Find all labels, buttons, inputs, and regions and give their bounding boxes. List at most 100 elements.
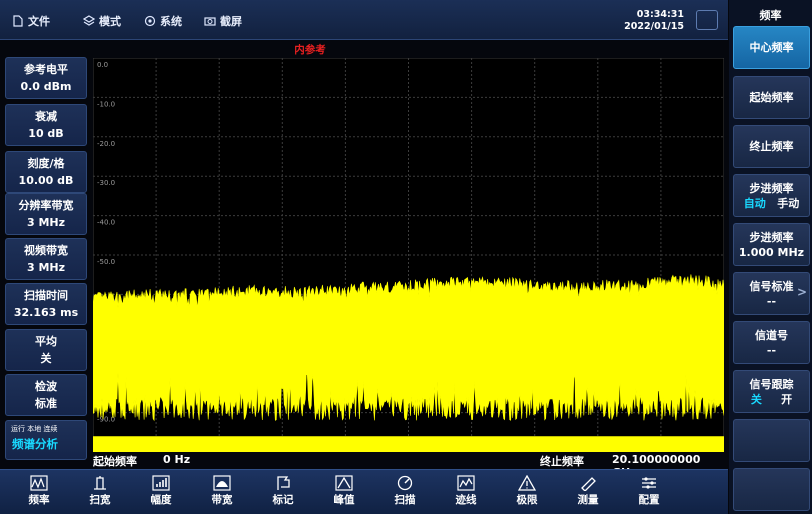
signal-tracking-button[interactable]: 信号跟踪 关 开 xyxy=(733,370,810,413)
bandwidth-icon xyxy=(213,475,231,491)
span-icon xyxy=(94,476,106,490)
menu-screenshot[interactable]: 截屏 xyxy=(204,13,242,29)
amplitude-icon xyxy=(152,475,170,491)
param-average[interactable]: 平均 关 xyxy=(5,329,87,371)
y-tick-label: -90.0 xyxy=(97,416,115,424)
softkey-label: 中心频率 xyxy=(749,41,794,54)
param-label: 刻度/格 xyxy=(27,157,65,170)
stop-frequency-button[interactable]: 终止频率 xyxy=(733,125,810,168)
param-scale-div[interactable]: 刻度/格 10.00 dB xyxy=(5,151,87,193)
spectrum-trace xyxy=(93,274,724,422)
tracking-off-option: 关 xyxy=(750,393,762,406)
func-span[interactable]: 扫宽 xyxy=(75,475,125,507)
func-sweep[interactable]: 扫描 xyxy=(380,475,430,507)
param-detector[interactable]: 检波 标准 xyxy=(5,374,87,416)
param-value: 32.163 ms xyxy=(13,306,79,319)
softkey-label: 起始频率 xyxy=(749,91,794,104)
limit-icon xyxy=(518,475,536,491)
param-sweep-time[interactable]: 扫描时间 32.163 ms xyxy=(5,283,87,325)
func-label: 扫描 xyxy=(394,494,416,506)
func-trace[interactable]: 迹线 xyxy=(441,475,491,507)
param-label: 平均 xyxy=(35,335,57,348)
channel-number-value: -- xyxy=(766,344,777,357)
window-icon[interactable] xyxy=(696,10,718,30)
softkey-label: 步进频率 xyxy=(749,231,794,244)
param-value: 标准 xyxy=(35,397,57,410)
step-manual-option: 手动 xyxy=(777,197,800,210)
softkey-label: 信道号 xyxy=(755,329,788,342)
param-value: 10.00 dB xyxy=(18,174,74,187)
settings-icon xyxy=(144,15,156,27)
step-mode-options: 自动 手动 xyxy=(734,196,809,211)
frequency-axis-readout: 起始频率 0 Hz 终止频率 20.100000000 GHz xyxy=(93,452,724,479)
peak-icon xyxy=(335,475,353,491)
step-value: 1.000 MHz xyxy=(738,246,805,259)
func-label: 测量 xyxy=(577,494,599,506)
func-marker[interactable]: 标记 xyxy=(258,475,308,507)
menu-system[interactable]: 系统 xyxy=(144,13,182,29)
menu-mode-label: 模式 xyxy=(99,15,121,28)
param-value: 3 MHz xyxy=(26,216,66,229)
sweep-icon xyxy=(397,475,413,491)
channel-number-button[interactable]: 信道号 -- xyxy=(733,321,810,364)
analysis-mode: 频谱分析 xyxy=(12,437,58,451)
clock: 03:34:31 2022/01/15 xyxy=(624,9,684,33)
y-tick-label: -50.0 xyxy=(97,258,115,266)
reference-indicator: 内参考 xyxy=(294,44,326,56)
right-softkey-panel: 频率 中心频率 起始频率 终止频率 步进频率 自动 手动 步进频率 1.000 … xyxy=(729,0,812,514)
param-rbw[interactable]: 分辨率带宽 3 MHz xyxy=(5,193,87,235)
param-label: 视频带宽 xyxy=(24,244,68,257)
param-attenuation[interactable]: 衰减 10 dB xyxy=(5,104,87,146)
file-icon xyxy=(13,15,23,27)
func-frequency[interactable]: 频率 xyxy=(14,475,64,507)
run-status: 运行 本地 连续 xyxy=(11,425,58,433)
tracking-options: 关 开 xyxy=(734,392,809,407)
step-frequency-mode-button[interactable]: 步进频率 自动 手动 xyxy=(733,174,810,217)
func-label: 极限 xyxy=(516,494,538,506)
empty-softkey-1[interactable] xyxy=(733,419,810,462)
func-config[interactable]: 配置 xyxy=(624,475,674,507)
empty-softkey-2[interactable] xyxy=(733,468,810,511)
softkey-menu-title: 频率 xyxy=(759,9,782,22)
left-parameter-panel: 参考电平 0.0 dBm 衰减 10 dB 刻度/格 10.00 dB 分辨率带… xyxy=(0,54,92,462)
bottom-function-bar: 频率 扫宽 幅度 带宽 标记 峰值 扫描 迹线 极限 测量 配置 xyxy=(0,469,728,514)
step-auto-option: 自动 xyxy=(743,197,766,210)
signal-standard-button[interactable]: 信号标准 -- > xyxy=(733,272,810,315)
menu-system-label: 系统 xyxy=(160,15,182,28)
param-label: 参考电平 xyxy=(24,63,68,76)
spectrum-plot[interactable]: 0.0-10.0-20.0-30.0-40.0-50.0-60.0-70.0-8… xyxy=(93,58,724,452)
frequency-icon xyxy=(30,475,48,491)
spectrum-trace-floor xyxy=(93,436,724,452)
top-menu-bar: 文件 模式 系统 截屏 03:34:31 2022/01/15 xyxy=(0,0,728,40)
menu-mode[interactable]: 模式 xyxy=(83,13,121,29)
trace-icon xyxy=(457,475,475,491)
func-label: 峰值 xyxy=(333,494,355,506)
func-label: 幅度 xyxy=(150,494,172,506)
param-label: 扫描时间 xyxy=(24,289,68,302)
measure-icon xyxy=(581,477,596,491)
func-bandwidth[interactable]: 带宽 xyxy=(197,475,247,507)
param-vbw[interactable]: 视频带宽 3 MHz xyxy=(5,238,87,280)
menu-screenshot-label: 截屏 xyxy=(220,15,242,28)
camera-icon xyxy=(204,17,216,26)
clock-date: 2022/01/15 xyxy=(624,21,684,32)
param-ref-level[interactable]: 参考电平 0.0 dBm xyxy=(5,57,87,99)
func-limit[interactable]: 极限 xyxy=(502,475,552,507)
menu-file[interactable]: 文件 xyxy=(12,13,50,29)
param-value: 0.0 dBm xyxy=(20,80,72,93)
softkey-label: 信号跟踪 xyxy=(749,378,794,391)
config-icon xyxy=(642,477,656,489)
start-frequency-button[interactable]: 起始频率 xyxy=(733,76,810,119)
softkey-label: 终止频率 xyxy=(749,140,794,153)
func-peak[interactable]: 峰值 xyxy=(319,475,369,507)
center-frequency-button[interactable]: 中心频率 xyxy=(733,26,810,69)
menu-file-label: 文件 xyxy=(28,15,50,28)
step-frequency-value-button[interactable]: 步进频率 1.000 MHz xyxy=(733,223,810,266)
y-tick-label: -40.0 xyxy=(97,219,115,227)
func-label: 配置 xyxy=(638,494,660,506)
tracking-on-option: 开 xyxy=(781,393,793,406)
func-amplitude[interactable]: 幅度 xyxy=(136,475,186,507)
softkey-label: 步进频率 xyxy=(749,182,794,195)
func-measure[interactable]: 测量 xyxy=(563,475,613,507)
clock-time: 03:34:31 xyxy=(636,9,684,20)
